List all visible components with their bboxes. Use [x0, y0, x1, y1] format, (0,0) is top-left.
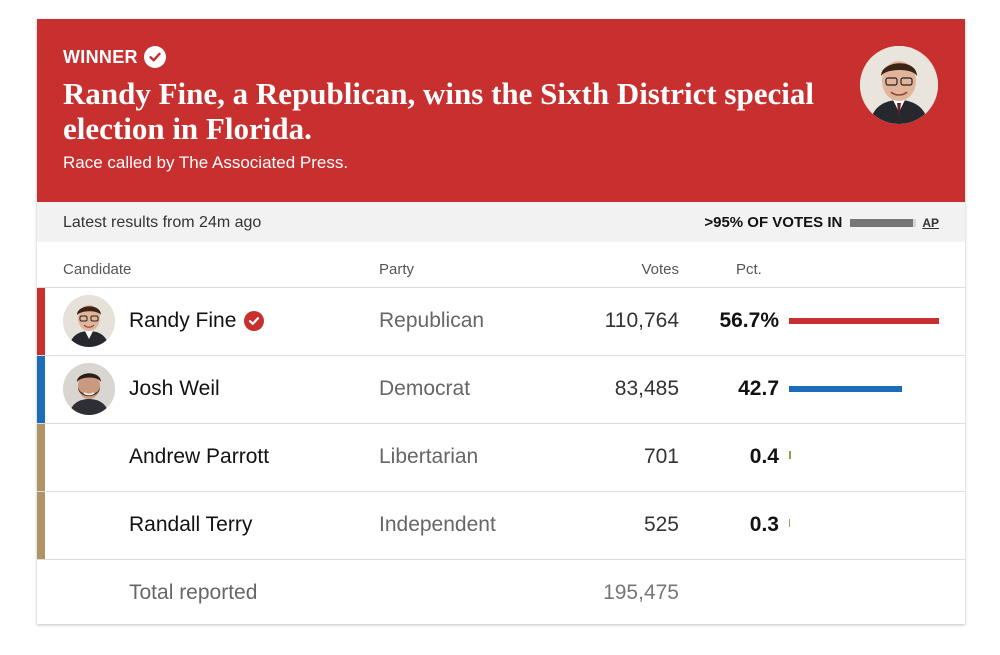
race-call-note: Race called by The Associated Press.: [63, 153, 349, 172]
vote-share-bar-track: [789, 519, 939, 528]
headline: Randy Fine, a Republican, wins the Sixth…: [63, 76, 814, 146]
winner-row: WINNER: [63, 46, 166, 68]
party-column-header: Party: [379, 261, 415, 278]
winner-banner: WINNER Randy Fine, a Republican, wins th…: [37, 19, 965, 202]
vote-share-bar: [789, 451, 791, 459]
candidate-avatar: [63, 295, 115, 347]
vote-share-bar: [789, 386, 902, 392]
candidate-name-text: Randy Fine: [129, 309, 237, 332]
vote-share-bar-track: [789, 386, 939, 392]
reporting-status: >95% OF VOTES IN AP: [704, 214, 939, 231]
candidate-name: Randy Fine: [129, 309, 265, 333]
total-row: Total reported 195,475: [37, 560, 965, 624]
checkmark-icon: [143, 46, 166, 68]
ap-source-link[interactable]: AP: [922, 215, 939, 230]
table-header: Candidate Party Votes Pct.: [37, 242, 965, 288]
vote-share-bar: [789, 519, 790, 527]
candidate-pct: 56.7%: [719, 309, 779, 332]
winner-photo: [860, 46, 938, 124]
votes-column-header: Votes: [641, 261, 679, 278]
vote-share-bar-track: [789, 451, 939, 460]
candidate-votes: 701: [643, 445, 679, 468]
table-row: Randall Terry Independent 525 0.3: [37, 492, 965, 560]
winner-label: WINNER: [63, 46, 138, 67]
candidate-name: Josh Weil: [129, 377, 220, 401]
party-color-stripe: [37, 288, 45, 355]
party-color-stripe: [37, 424, 45, 491]
results-card: WINNER Randy Fine, a Republican, wins th…: [37, 19, 965, 624]
candidate-name: Randall Terry: [129, 513, 252, 537]
candidate-votes: 525: [643, 513, 679, 536]
candidate-party: Independent: [379, 513, 496, 536]
candidate-pct: 42.7: [738, 377, 779, 400]
candidate-party: Libertarian: [379, 445, 479, 468]
candidate-pct: 0.4: [749, 445, 779, 468]
candidate-avatar: [63, 363, 115, 415]
results-status-bar: Latest results from 24m ago >95% OF VOTE…: [37, 202, 965, 242]
candidate-name: Andrew Parrott: [129, 445, 269, 469]
candidate-name-text: Josh Weil: [129, 377, 220, 400]
vote-share-bar: [789, 318, 939, 324]
winner-check-icon: [244, 311, 265, 331]
candidate-party: Republican: [379, 309, 485, 332]
table-row: Randy Fine Republican 110,764 56.7%: [37, 288, 965, 356]
vote-share-bar-track: [789, 318, 939, 324]
candidate-votes: 83,485: [614, 377, 679, 400]
party-color-stripe: [37, 356, 45, 423]
total-votes: 195,475: [603, 581, 679, 604]
table-row: Andrew Parrott Libertarian 701 0.4: [37, 424, 965, 492]
candidate-column-header: Candidate: [63, 261, 132, 278]
party-color-stripe: [37, 492, 45, 559]
candidate-rows: Randy Fine Republican 110,764 56.7% Josh Wei…: [37, 288, 965, 560]
candidate-name-text: Randall Terry: [129, 513, 253, 536]
total-label: Total reported: [129, 581, 258, 604]
table-row: Josh Weil Democrat 83,485 42.7: [37, 356, 965, 424]
votes-in-progress-bar: [850, 218, 917, 227]
votes-in-progress-fill: [850, 218, 914, 227]
pct-column-header: Pct.: [736, 261, 762, 278]
candidate-party: Democrat: [379, 377, 471, 400]
candidate-votes: 110,764: [604, 309, 679, 332]
latest-results-time: Latest results from 24m ago: [63, 214, 262, 231]
candidate-name-text: Andrew Parrott: [129, 445, 270, 468]
votes-in-label: >95% OF VOTES IN: [704, 214, 843, 231]
candidate-pct: 0.3: [749, 513, 779, 536]
